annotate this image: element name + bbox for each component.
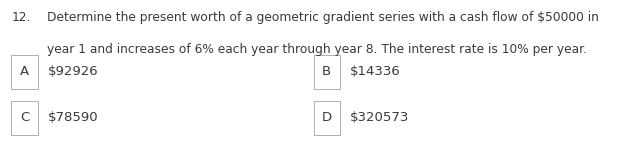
FancyBboxPatch shape [314,101,340,135]
Text: C: C [20,111,29,124]
FancyBboxPatch shape [314,55,340,89]
Text: B: B [322,65,331,78]
FancyBboxPatch shape [11,55,38,89]
Text: $92926: $92926 [48,65,98,78]
Text: D: D [322,111,332,124]
Text: year 1 and increases of 6% each year through year 8. The interest rate is 10% pe: year 1 and increases of 6% each year thr… [47,43,587,56]
Text: $78590: $78590 [48,111,98,124]
Text: $14336: $14336 [350,65,401,78]
Text: 12.: 12. [11,11,31,24]
FancyBboxPatch shape [11,101,38,135]
Text: A: A [20,65,29,78]
Text: Determine the present worth of a geometric gradient series with a cash flow of $: Determine the present worth of a geometr… [47,11,599,24]
Text: $320573: $320573 [350,111,409,124]
